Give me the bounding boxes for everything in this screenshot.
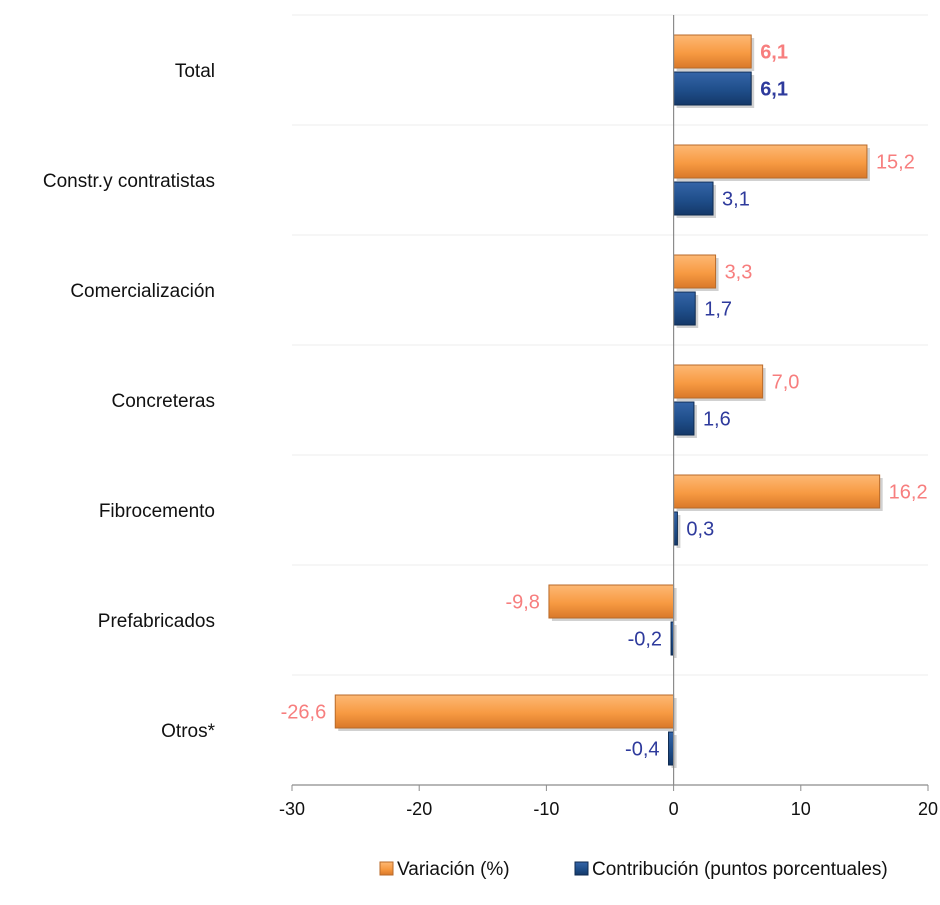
bar-variacion bbox=[673, 254, 717, 289]
bar-variacion bbox=[673, 364, 764, 399]
bar-variacion bbox=[673, 474, 881, 509]
legend-label: Contribución (puntos porcentuales) bbox=[592, 859, 888, 880]
x-tick-label: -20 bbox=[406, 799, 432, 819]
x-tick-label: -30 bbox=[279, 799, 305, 819]
x-tick-label: 0 bbox=[669, 799, 679, 819]
x-tick-label: 10 bbox=[791, 799, 811, 819]
axes: -30 -20 -10 0 10 20 bbox=[279, 15, 938, 819]
category-label: Constr.y contratistas bbox=[43, 171, 215, 192]
legend: Variación (%) Contribución (puntos porcen… bbox=[379, 859, 888, 880]
category-label: Total bbox=[175, 61, 215, 82]
bar-variacion bbox=[548, 584, 675, 619]
legend-item: Contribución (puntos porcentuales) bbox=[574, 859, 888, 880]
bar-shadow bbox=[674, 625, 677, 658]
bar-shadow bbox=[676, 515, 681, 548]
legend-swatch bbox=[574, 861, 589, 876]
category-label: Prefabricados bbox=[98, 611, 215, 632]
data-label: 6,1 bbox=[760, 42, 788, 64]
category-label: Fibrocemento bbox=[99, 501, 215, 522]
data-label: 1,7 bbox=[704, 299, 732, 321]
bars bbox=[334, 34, 883, 768]
data-label: 6,1 bbox=[760, 79, 788, 101]
grid-lines bbox=[292, 14, 928, 676]
bar-variacion bbox=[673, 34, 752, 69]
data-label: 3,3 bbox=[725, 262, 753, 284]
data-labels: Total 6,1 6,1 Constr.y contratistas 15,2 3,1 C… bbox=[43, 42, 928, 761]
category-label: Concreteras bbox=[112, 391, 216, 412]
data-label: -26,6 bbox=[281, 702, 327, 724]
data-label: 0,3 bbox=[686, 519, 714, 541]
data-label: 15,2 bbox=[876, 152, 915, 174]
x-tick-label: -10 bbox=[533, 799, 559, 819]
data-label: 7,0 bbox=[772, 372, 800, 394]
bar-contribucion bbox=[673, 291, 696, 326]
legend-swatch bbox=[379, 861, 394, 876]
bar-contribucion bbox=[668, 731, 675, 766]
bar-variacion bbox=[334, 694, 675, 729]
data-label: 16,2 bbox=[889, 482, 928, 504]
legend-item: Variación (%) bbox=[379, 859, 510, 880]
bar-contribucion bbox=[673, 71, 752, 106]
bar-variacion bbox=[673, 144, 868, 179]
data-label: 1,6 bbox=[703, 409, 731, 431]
bar-contribucion bbox=[673, 181, 714, 216]
legend-label: Variación (%) bbox=[397, 859, 510, 880]
data-label: -9,8 bbox=[505, 592, 539, 614]
category-label: Otros* bbox=[161, 721, 215, 742]
bar-contribucion bbox=[673, 401, 695, 436]
data-label: -0,4 bbox=[625, 739, 659, 761]
data-label: 3,1 bbox=[722, 189, 750, 211]
category-label: Comercialización bbox=[70, 281, 215, 302]
data-label: -0,2 bbox=[628, 629, 662, 651]
x-tick-label: 20 bbox=[918, 799, 938, 819]
